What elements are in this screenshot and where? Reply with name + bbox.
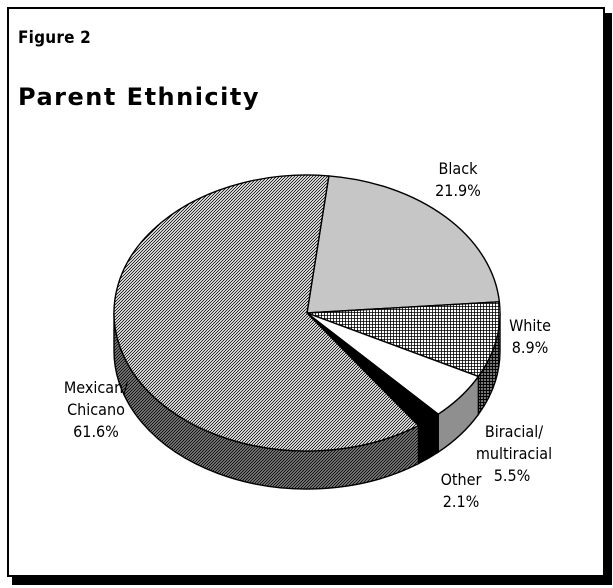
pie-slice-mexican-chicano: [113, 174, 420, 452]
slice-value-white: 8.9%: [512, 338, 549, 357]
slice-value-black: 21.9%: [435, 181, 481, 200]
slice-value-other: 2.1%: [443, 492, 480, 511]
slice-label-mexican-chicano: Chicano: [67, 400, 125, 419]
slice-label-mexican-chicano: Mexican/: [64, 378, 128, 397]
pie-slice-black: [306, 175, 501, 314]
slice-label-other: Other: [441, 470, 482, 489]
pie-top-faces: [113, 174, 501, 452]
slice-label-white: White: [509, 316, 551, 335]
slice-value-mexican-chicano: 61.6%: [73, 422, 119, 441]
chart-title: Parent Ethnicity: [18, 83, 261, 111]
figure-label: Figure 2: [18, 28, 92, 48]
slice-label-biracial-multiracial: Biracial/: [485, 422, 543, 441]
slice-label-black: Black: [439, 159, 479, 178]
slice-label-biracial-multiracial: multiracial: [476, 444, 552, 463]
pie-slice-white: [306, 301, 501, 378]
pie-labels: Mexican/Chicano 61.6% Black 21.9% White 8.9% B…: [64, 159, 552, 511]
slice-value-biracial-multiracial: 5.5%: [494, 466, 531, 485]
